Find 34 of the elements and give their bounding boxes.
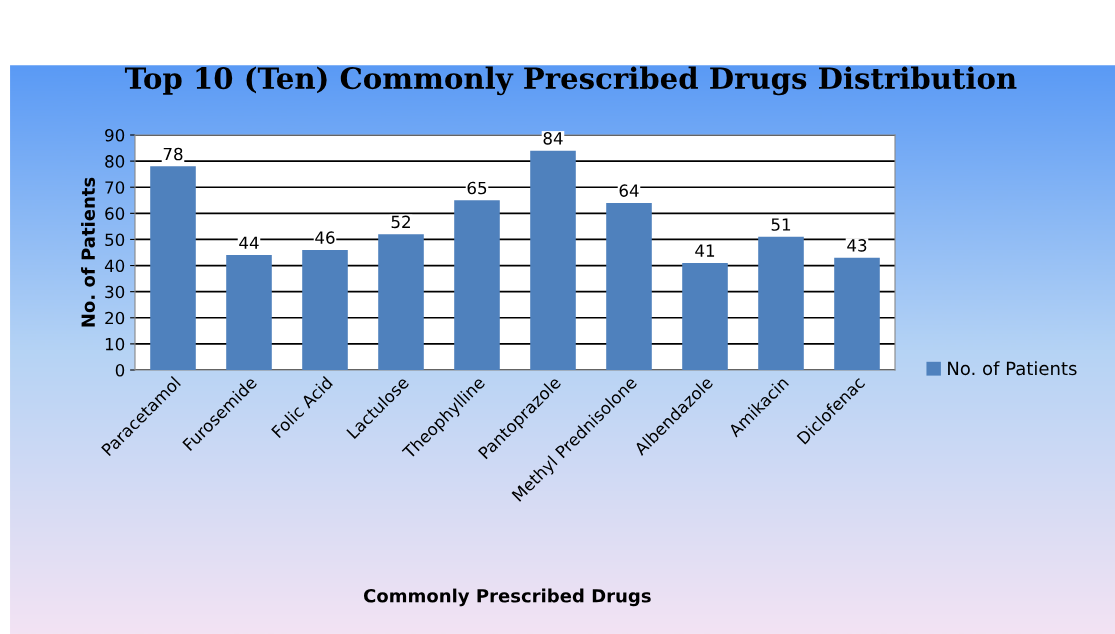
bar	[606, 202, 652, 370]
data-label: 52	[391, 215, 410, 229]
legend-label: No. of Patients	[948, 361, 1077, 376]
bar	[758, 236, 804, 370]
y-tick-label: 20	[105, 311, 125, 325]
bar	[226, 255, 272, 370]
data-label: 41	[695, 244, 715, 257]
y-tick-label: 60	[105, 207, 125, 220]
data-label: 64	[619, 184, 639, 197]
y-tick-label: 30	[105, 285, 125, 299]
y-tick-label: 80	[105, 155, 125, 168]
y-tick-label: 40	[104, 259, 125, 273]
y-tick-label: 90	[105, 128, 125, 142]
bar	[530, 150, 576, 370]
y-tick-label: 50	[105, 233, 125, 247]
chart-title: Top 10 (Ten) Commonly Prescribed Drugs Distribution	[124, 66, 1017, 96]
y-tick-label: 70	[105, 181, 125, 194]
bar	[454, 200, 500, 370]
bar	[302, 249, 348, 370]
bar	[378, 234, 424, 370]
bar	[834, 257, 880, 370]
bar	[682, 262, 728, 370]
data-label: 84	[543, 132, 563, 145]
data-label: 46	[315, 231, 335, 244]
data-label: 51	[771, 218, 791, 231]
y-tick-label: 10	[105, 337, 125, 351]
y-axis-title: No. of Patients	[81, 177, 96, 327]
data-label: 65	[467, 181, 487, 195]
data-label: 43	[847, 239, 867, 252]
data-label: 78	[163, 147, 183, 161]
y-tick-label: 0	[115, 363, 125, 377]
bar	[150, 166, 196, 370]
x-axis-title: Commonly Prescribed Drugs	[363, 588, 651, 607]
data-label: 44	[239, 236, 259, 249]
